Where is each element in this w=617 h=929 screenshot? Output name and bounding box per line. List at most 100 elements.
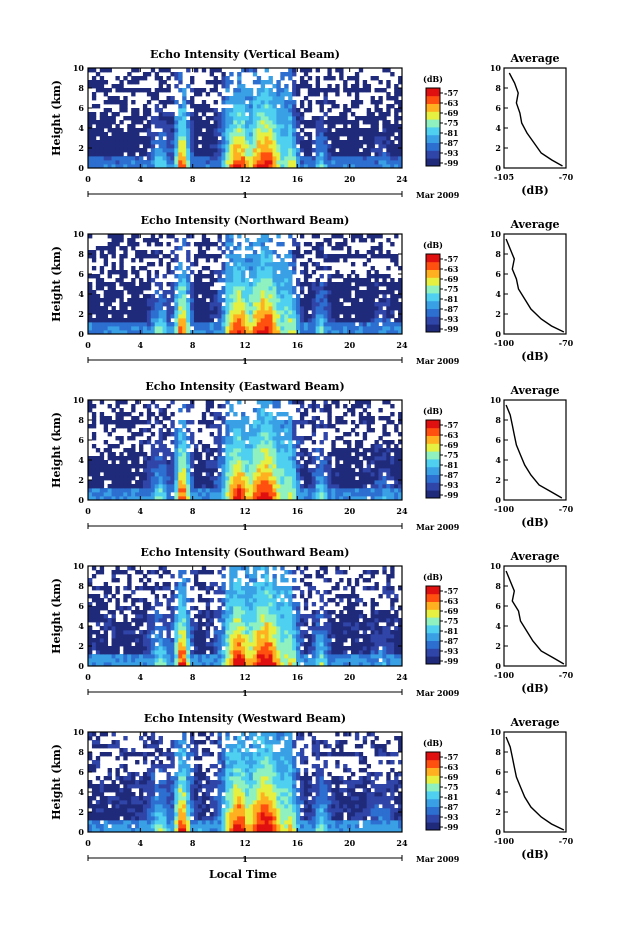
heatmap-cell [382,496,387,501]
colorbar-tick-label: -99 [444,158,459,168]
heatmap-cell [119,408,124,413]
heatmap-cell [154,298,160,303]
heatmap-cell [288,472,293,477]
heatmap-cell [229,476,234,481]
heatmap-cell [319,108,324,113]
heatmap-cell [378,140,383,145]
heatmap-cell [213,108,218,113]
heatmap-cell [190,452,195,457]
heatmap-cell [296,488,301,493]
heatmap-cell [123,246,128,251]
heatmap-cell [386,444,391,449]
heatmap-cell [111,574,116,579]
heatmap-cell [115,476,120,481]
heatmap-cell [95,322,101,327]
heatmap-cell [284,160,289,165]
heatmap-cell [386,136,391,141]
y-tick-label: 0 [78,495,84,505]
heatmap-cell [182,290,187,295]
heatmap-cell [358,488,364,493]
heatmap-cell [339,448,344,453]
heatmap-cell [307,140,313,145]
heatmap-cell [370,76,375,81]
heatmap-cell [107,88,112,93]
heatmap-cell [331,246,336,251]
heatmap-cell [280,464,285,469]
heatmap-cell [378,480,383,485]
heatmap-cell [299,412,305,417]
heatmap-cell [347,298,352,303]
heatmap-cell [311,420,317,425]
heatmap-cell [107,404,112,409]
heatmap-cell [193,286,199,291]
heatmap-cell [221,242,226,247]
heatmap-cell [107,156,112,161]
heatmap-cell [299,448,305,453]
heatmap-cell [178,432,183,437]
heatmap-cell [260,432,266,437]
heatmap-cell [394,156,399,161]
heatmap-cell [362,80,368,85]
heatmap-cell [296,306,301,311]
heatmap-cell [186,234,191,239]
heatmap-cell [256,420,262,425]
heatmap-cell [115,480,120,485]
heatmap-cell [323,476,328,481]
heatmap-cell [166,68,171,73]
heatmap-cell [370,314,375,319]
heatmap-cell [362,408,368,413]
heatmap-cell [284,326,289,331]
heatmap-cell [264,238,269,243]
heatmap-cell [260,132,266,137]
heatmap-cell [248,148,254,153]
heatmap-cell [186,140,191,145]
heatmap-cell [386,160,391,165]
heatmap-cell [150,642,156,647]
heatmap-cell [99,76,105,81]
heatmap-cell [139,160,144,165]
heatmap-cell [158,420,163,425]
heatmap-cell [350,132,356,137]
heatmap-cell [382,452,387,457]
heatmap-cell [339,148,344,153]
heatmap-cell [150,96,156,101]
heatmap-cell [398,412,403,417]
heatmap-cell [386,140,391,145]
heatmap-cell [146,242,152,247]
heatmap-cell [103,100,109,105]
heatmap-cell [252,432,258,437]
heatmap-cell [170,164,175,169]
heatmap-cell [299,404,305,409]
heatmap-cell [146,496,152,501]
heatmap-cell [350,310,356,315]
heatmap-cell [158,148,163,153]
heatmap-cell [131,456,136,461]
heatmap-cell [260,152,266,157]
heatmap-cell [327,314,332,319]
heatmap-cell [154,468,160,473]
heatmap-cell [350,302,356,307]
heatmap-cell [135,488,140,493]
heatmap-cell [382,440,387,445]
heatmap-cell [350,152,356,157]
heatmap-cell [260,278,266,283]
heatmap-cell [303,318,309,323]
heatmap-cell [229,488,234,493]
heatmap-cell [119,424,124,429]
heatmap-cell [154,602,160,607]
heatmap-cell [362,302,368,307]
heatmap-cell [268,472,273,477]
heatmap-cell [292,400,297,405]
heatmap-cell [386,92,391,97]
colorbar-tick-label: -81 [444,128,458,138]
heatmap-cell [370,322,375,327]
heatmap-cell [131,116,136,121]
heatmap-cell [127,480,132,485]
heatmap-cell [264,254,269,259]
heatmap-cell [245,488,250,493]
heatmap-cell [335,310,340,315]
heatmap-cell [95,630,101,635]
heatmap-cell [288,496,293,501]
heatmap-cell [272,440,277,445]
heatmap-cell [205,266,211,271]
